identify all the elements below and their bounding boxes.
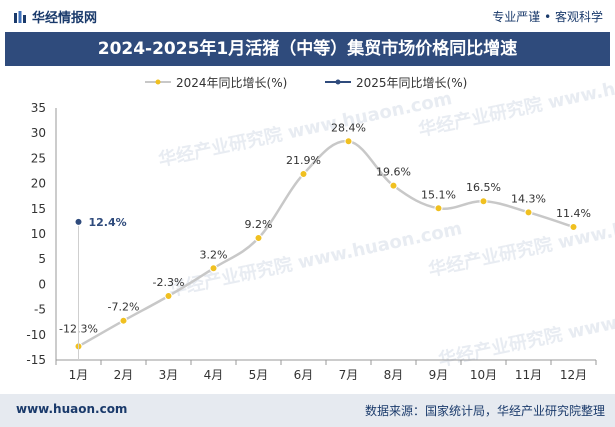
y-tick-label: 10 [31, 227, 46, 241]
series-2024-line [77, 140, 574, 348]
x-tick-label: 2月 [114, 368, 134, 382]
x-tick-label: 5月 [249, 368, 269, 382]
y-tick-label: 25 [31, 151, 46, 165]
logo-icon [14, 11, 26, 23]
watermark: 华经产业研究院 www.huaon.com [436, 287, 615, 371]
series-2024-data-label: 28.4% [331, 121, 366, 134]
x-tick-label: 7月 [339, 368, 359, 382]
x-tick-label: 9月 [429, 368, 449, 382]
legend-label: 2024年同比增长(%) [176, 76, 287, 90]
x-tick-label: 8月 [384, 368, 404, 382]
footer: www.huaon.com 数据来源：国家统计局，华经产业研究院整理 [0, 394, 615, 427]
x-tick-label: 1月 [69, 368, 89, 382]
legend-label: 2025年同比增长(%) [356, 76, 467, 90]
legend: 2024年同比增长(%) 2025年同比增长(%) [145, 76, 467, 90]
chart-title: 2024-2025年1月活猪（中等）集贸市场价格同比增速 [97, 39, 518, 59]
x-tick-label: 11月 [515, 368, 542, 382]
series-2024-point [569, 222, 578, 231]
series-2024-data-label: 11.4% [556, 207, 591, 220]
series-layer: -12.3%-7.2%-2.3%3.2%9.2%21.9%28.4%19.6%1… [59, 121, 591, 360]
series-2024-point [479, 197, 488, 206]
x-tick-label: 4月 [204, 368, 224, 382]
series-2024-point [299, 170, 308, 179]
brand-name: 华经情报网 [32, 11, 98, 26]
series-2024-point [254, 234, 263, 243]
top-bar: 华经情报网 专业严谨 • 客观科学 [0, 0, 615, 32]
series-2025-data-label: 12.4% [89, 216, 127, 229]
y-tick-label: -10 [26, 328, 46, 342]
y-tick-label: 35 [31, 101, 46, 115]
series-2024-point [164, 291, 173, 300]
brand[interactable]: 华经情报网 [14, 7, 97, 26]
x-tick-label: 6月 [294, 368, 314, 382]
series-2024-point [344, 137, 353, 146]
series-2024-data-label: 3.2% [200, 248, 228, 261]
x-tick-label: 3月 [159, 368, 179, 382]
y-tick-label: 5 [38, 252, 46, 266]
x-tick-label: 10月 [470, 368, 497, 382]
legend-marker [335, 79, 341, 85]
legend-marker [155, 79, 161, 85]
series-2024-point [119, 316, 128, 325]
series-2024-point [389, 181, 398, 190]
series-2024-point [524, 208, 533, 217]
series-2024-point [434, 204, 443, 213]
series-2025-point [74, 217, 83, 226]
tagline: 专业严谨 • 客观科学 [492, 10, 603, 24]
y-tick-label: 15 [31, 202, 46, 216]
y-tick-label: 20 [31, 177, 46, 191]
y-tick-label: -15 [26, 353, 46, 367]
series-2024-data-label: 15.1% [421, 188, 456, 201]
y-tick-label: 0 [38, 277, 46, 291]
series-2024-data-label: -7.2% [108, 301, 140, 314]
series-2024-data-label: 9.2% [245, 218, 273, 231]
footer-website[interactable]: www.huaon.com [16, 402, 128, 416]
series-2024-data-label: 19.6% [376, 166, 411, 179]
axes: 35 30 25 20 15 10 5 0 -5 -10 -15 1月 2月 3月 4月 5月 6月 7月 8月 9月… [26, 101, 597, 382]
y-tick-label: 30 [31, 126, 46, 140]
series-2024-data-label: 14.3% [511, 192, 546, 205]
footer-source: 数据来源：国家统计局，华经产业研究院整理 [364, 404, 605, 418]
series-2024-data-label: 21.9% [286, 154, 321, 167]
title-bar: 2024-2025年1月活猪（中等）集贸市场价格同比增速 [5, 32, 610, 66]
x-tick-label: 12月 [560, 368, 587, 382]
series-2024-data-label: -2.3% [153, 276, 185, 289]
series-2024-point [209, 264, 218, 273]
series-2024-data-label: 16.5% [466, 181, 501, 194]
y-tick-label: -5 [34, 303, 46, 317]
